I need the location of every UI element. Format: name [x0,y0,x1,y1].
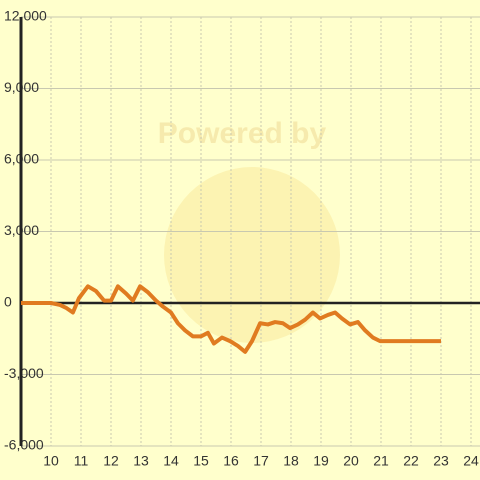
x-tick-label: 15 [193,453,209,469]
watermark-logo [164,167,340,343]
watermark: Powered by [158,117,327,150]
x-tick-label: 24 [463,453,479,469]
y-tick-label: 0 [4,294,12,310]
x-tick-label: 14 [163,453,179,469]
data-line [21,284,441,354]
x-tick-label: 20 [343,453,359,469]
y-tick-label: -3,000 [4,365,44,381]
x-tick-label: 19 [313,453,329,469]
x-tick-label: 10 [43,453,59,469]
y-tick-label: -6,000 [4,437,44,453]
x-tick-label: 16 [223,453,239,469]
x-tick-label: 22 [403,453,419,469]
x-tick-label: 12 [103,453,119,469]
x-tick-label: 17 [253,453,269,469]
x-tick-label: 13 [133,453,149,469]
x-tick-label: 23 [433,453,449,469]
x-tick-label: 11 [74,453,89,469]
x-tick-label: 18 [283,453,299,469]
y-tick-label: 12,000 [4,8,47,24]
x-tick-label: 21 [373,453,389,469]
